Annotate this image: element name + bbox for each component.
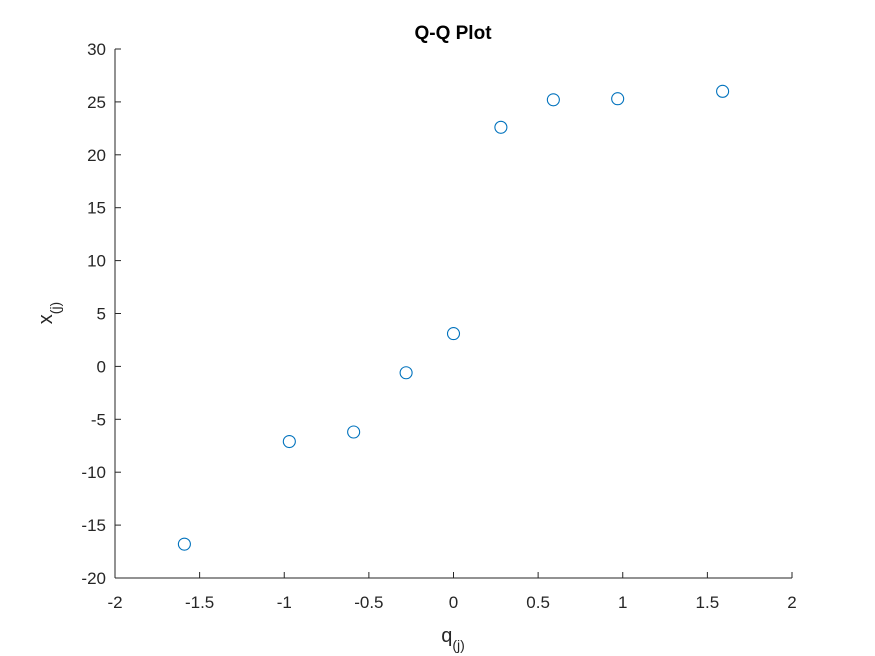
data-point: [494, 120, 508, 134]
x-axis-title-base: q: [441, 625, 452, 647]
x-tick-label: 0.5: [526, 593, 550, 612]
x-tick-label: -2: [107, 593, 122, 612]
y-tick-label: 15: [87, 199, 106, 218]
x-axis-title-subscript: (j): [452, 637, 464, 653]
y-tick-label: 10: [87, 252, 106, 271]
x-tick-label: 2: [787, 593, 796, 612]
x-axis-title: q(j): [441, 625, 465, 653]
y-tick-label: -10: [81, 463, 106, 482]
x-tick-label: 0: [449, 593, 458, 612]
data-point: [399, 366, 413, 380]
data-point: [611, 92, 625, 106]
x-ticks: -2 -1.5 -1 -0.5 0 0.5 1 1.5 2: [107, 572, 797, 612]
y-ticks: -20 -15 -10 -5 0 5 10 15 20 25 30: [81, 40, 121, 588]
axes: [114, 49, 792, 579]
y-tick-label: 25: [87, 93, 106, 112]
data-point: [347, 425, 361, 439]
data-point: [446, 327, 461, 341]
x-tick-label: -1: [277, 593, 292, 612]
y-axis-title-base: x: [35, 314, 57, 324]
y-axis-title: x(j): [35, 302, 63, 324]
x-tick-label: -0.5: [354, 593, 383, 612]
data-point: [177, 537, 191, 551]
x-tick-label: 1.5: [696, 593, 720, 612]
data-points: [177, 84, 730, 551]
x-tick-label: -1.5: [185, 593, 214, 612]
y-tick-label: -5: [91, 410, 106, 429]
chart-title: Q-Q Plot: [414, 23, 492, 44]
y-tick-label: 20: [87, 146, 106, 165]
y-tick-label: -15: [81, 516, 106, 535]
data-point: [546, 93, 560, 107]
y-axis-title-subscript: (j): [47, 302, 63, 314]
data-point: [282, 434, 296, 449]
y-tick-label: 0: [97, 357, 106, 376]
y-tick-label: 30: [87, 40, 106, 59]
y-tick-label: 5: [97, 305, 106, 324]
data-point: [716, 84, 730, 98]
x-tick-label: 1: [618, 593, 627, 612]
y-tick-label: -20: [81, 569, 106, 588]
